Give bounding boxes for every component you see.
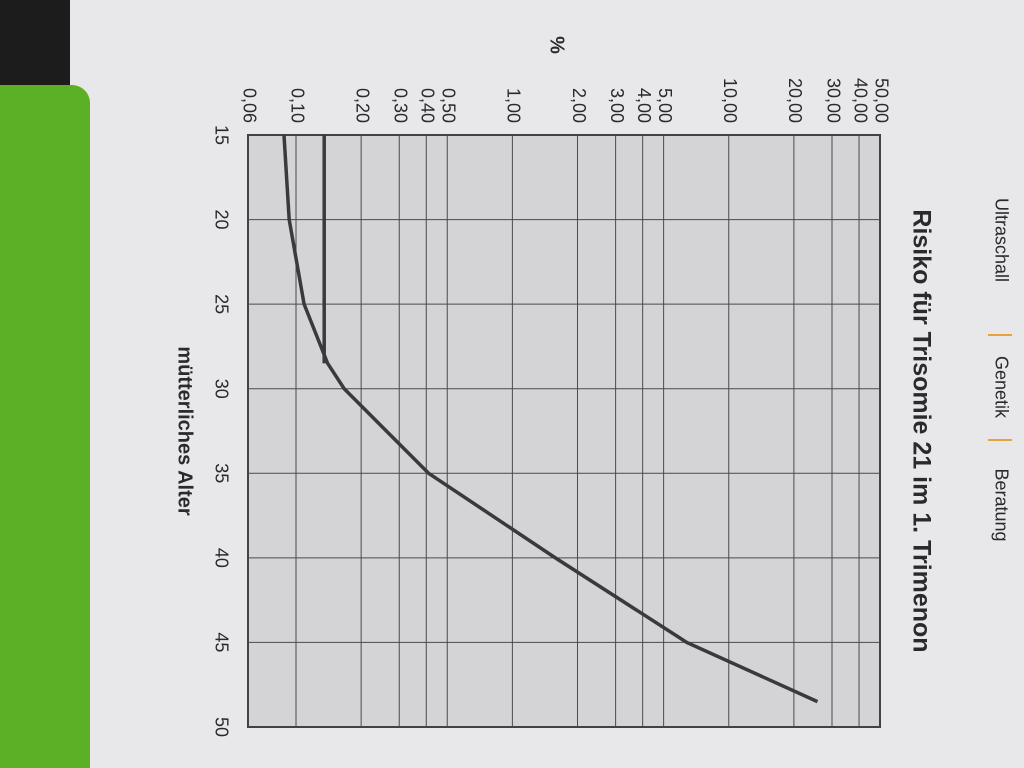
data-line [282,134,819,704]
x-tick-label: 30 [211,379,231,399]
y-axis-label: % [546,36,568,54]
plot-area [247,134,881,728]
y-tick-label: 30,00 [823,78,843,123]
y-tick-label: 0,20 [352,88,372,123]
x-tick-label: 25 [211,294,231,314]
x-tick-label: 40 [211,548,231,568]
y-tick-label: 20,00 [785,78,805,123]
x-axis-label: mütterliches Alter [174,346,196,516]
rotated-chart: Risiko für Trisomie 21 im 1. Trimenon mü… [174,36,1012,737]
x-tick-label: 50 [211,717,231,737]
y-tick-label: 0,10 [287,88,307,123]
nav-tab[interactable]: Beratung [991,468,1011,541]
y-tick-label: 5,00 [655,88,675,123]
y-tick-label: 0,30 [390,88,410,123]
x-tick-label: 45 [211,632,231,652]
x-tick-label: 35 [211,463,231,483]
y-tick-label: 2,00 [569,88,589,123]
x-tick-label: 20 [211,210,231,230]
chart-title: Risiko für Trisomie 21 im 1. Trimenon [907,209,935,652]
y-tick-label: 3,00 [607,88,627,123]
nav-tab[interactable]: Genetik [991,356,1011,419]
y-tick-label: 0,40 [418,88,438,123]
y-tick-label: 40,00 [850,78,870,123]
y-tick-label: 0,50 [438,88,458,123]
x-tick-label: 15 [211,125,231,145]
y-tick-label: 4,00 [634,88,654,123]
y-tick-label: 0,06 [239,88,259,123]
dark-corner [0,0,70,85]
y-tick-label: 10,00 [720,78,740,123]
y-tick-label: 50,00 [871,78,891,123]
y-tick-label: 1,00 [504,88,524,123]
nav-tab[interactable]: Ultraschall [991,198,1011,282]
green-tab [0,85,90,768]
